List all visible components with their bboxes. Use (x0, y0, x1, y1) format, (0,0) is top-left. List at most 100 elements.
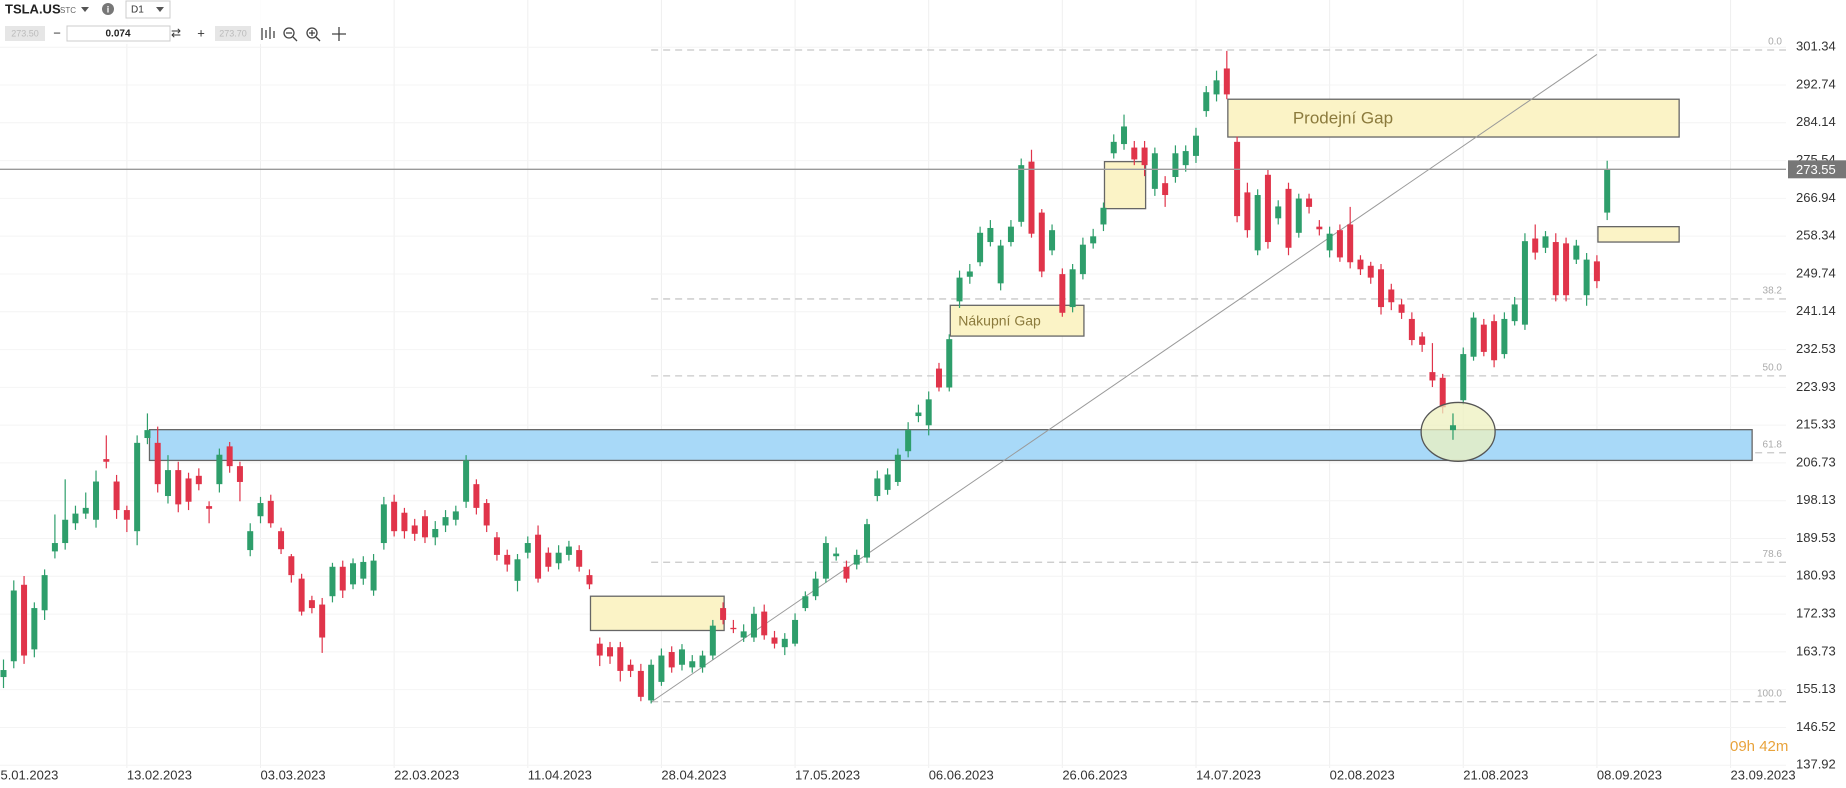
candle-body (1141, 147, 1148, 166)
candle-body (607, 647, 614, 657)
candle-body (699, 655, 706, 668)
candle-body (1100, 207, 1107, 225)
ask: 273.70 (219, 28, 247, 38)
candle-body (586, 575, 593, 585)
candle-body (10, 590, 17, 662)
x-tick-label: 28.04.2023 (661, 767, 726, 782)
candle-body (380, 504, 387, 544)
trendline (650, 53, 1598, 703)
swap-icon[interactable]: ⇄ (171, 26, 181, 40)
bid-box[interactable] (5, 26, 45, 41)
candle-body (267, 500, 274, 524)
y-tick-label: 241.14 (1796, 303, 1836, 318)
candle-body (0, 670, 7, 678)
candle-body (1449, 425, 1456, 431)
candle-body (1563, 243, 1570, 296)
fib-label: 0.0 (1768, 37, 1782, 48)
candle-body (1511, 304, 1518, 322)
candle-body (1295, 198, 1302, 233)
zone-label: Nákupní Gap (958, 312, 1041, 328)
axis-bg (1786, 0, 1846, 770)
candle-body (1573, 245, 1580, 260)
candle-body (185, 478, 192, 502)
candle-body (596, 643, 603, 656)
price-tag (1788, 160, 1846, 179)
candle-body (257, 503, 264, 517)
timeframe-dropdown[interactable] (156, 7, 164, 12)
timeframe-select[interactable] (125, 0, 171, 19)
x-tick-label: 26.06.2023 (1062, 767, 1127, 782)
symbol[interactable]: TSLA.US (5, 1, 61, 16)
candle-body (329, 566, 336, 597)
plus-button[interactable]: + (197, 25, 205, 40)
symbol-dropdown[interactable] (81, 7, 89, 12)
y-tick-label: 163.73 (1796, 643, 1836, 658)
candle-body (853, 554, 860, 565)
candle-body (925, 399, 932, 426)
candle-body (1244, 192, 1251, 231)
candle-body (82, 507, 89, 514)
candle-body (1090, 236, 1097, 244)
candle-body (1038, 212, 1045, 272)
candle-body (1121, 126, 1128, 145)
crosshair-icon[interactable] (332, 27, 346, 41)
candle-body (164, 470, 171, 497)
candle-body (113, 481, 120, 511)
info-glyph: i (107, 4, 110, 14)
candle-body (1480, 324, 1487, 352)
candle-body (1162, 183, 1169, 196)
candle-body (956, 277, 963, 302)
candle-body (905, 430, 912, 452)
candle-body (864, 524, 871, 558)
candle-body (288, 556, 295, 576)
candle-body (576, 550, 583, 567)
fib-label: 50.0 (1763, 362, 1783, 373)
candle-body (493, 537, 500, 555)
candle-body (370, 560, 377, 591)
volume-input[interactable] (66, 25, 171, 42)
price-tag-label: 273.55 (1796, 162, 1836, 177)
candle-body (1275, 206, 1282, 219)
candle-body (21, 584, 28, 656)
candle-body (1552, 242, 1559, 296)
y-tick-label: 266.94 (1796, 190, 1836, 205)
candle-body (792, 619, 799, 644)
candle-body (360, 561, 367, 579)
candle-body (946, 339, 953, 388)
candle-body (1285, 188, 1292, 248)
ask-box[interactable] (215, 26, 251, 41)
minus-button[interactable]: − (53, 25, 61, 40)
candle-body (843, 566, 850, 579)
candle-body (1182, 151, 1189, 166)
x-tick-label: 22.03.2023 (394, 767, 459, 782)
candle-body (750, 613, 757, 638)
candle-body (339, 566, 346, 591)
candle-body (1470, 317, 1477, 357)
candle-body (298, 578, 305, 612)
candle-body (1192, 135, 1199, 156)
candle-body (1378, 269, 1385, 308)
candle-body (134, 442, 141, 532)
zoom-in-icon[interactable] (306, 27, 318, 39)
candle-body (1583, 259, 1590, 296)
y-tick-label: 155.13 (1796, 681, 1836, 696)
candle-body (1234, 141, 1241, 217)
zoom-out-icon[interactable] (283, 27, 295, 39)
chart-tools[interactable] (261, 27, 346, 42)
candles-icon[interactable] (261, 27, 275, 40)
candle-body (884, 474, 891, 490)
candle-body (1018, 165, 1025, 222)
candle-body (627, 664, 634, 671)
fib-label: 61.8 (1763, 439, 1783, 450)
x-tick-label: 11.04.2023 (528, 767, 592, 782)
candle-body (1151, 153, 1158, 189)
candle-body (678, 649, 685, 665)
candle-body (1542, 236, 1549, 248)
fib-label: 100.0 (1757, 688, 1782, 699)
y-tick-label: 172.33 (1796, 606, 1836, 621)
info-icon[interactable] (102, 3, 114, 15)
fib-label: 38.2 (1763, 286, 1783, 297)
candle-body (1326, 233, 1333, 251)
